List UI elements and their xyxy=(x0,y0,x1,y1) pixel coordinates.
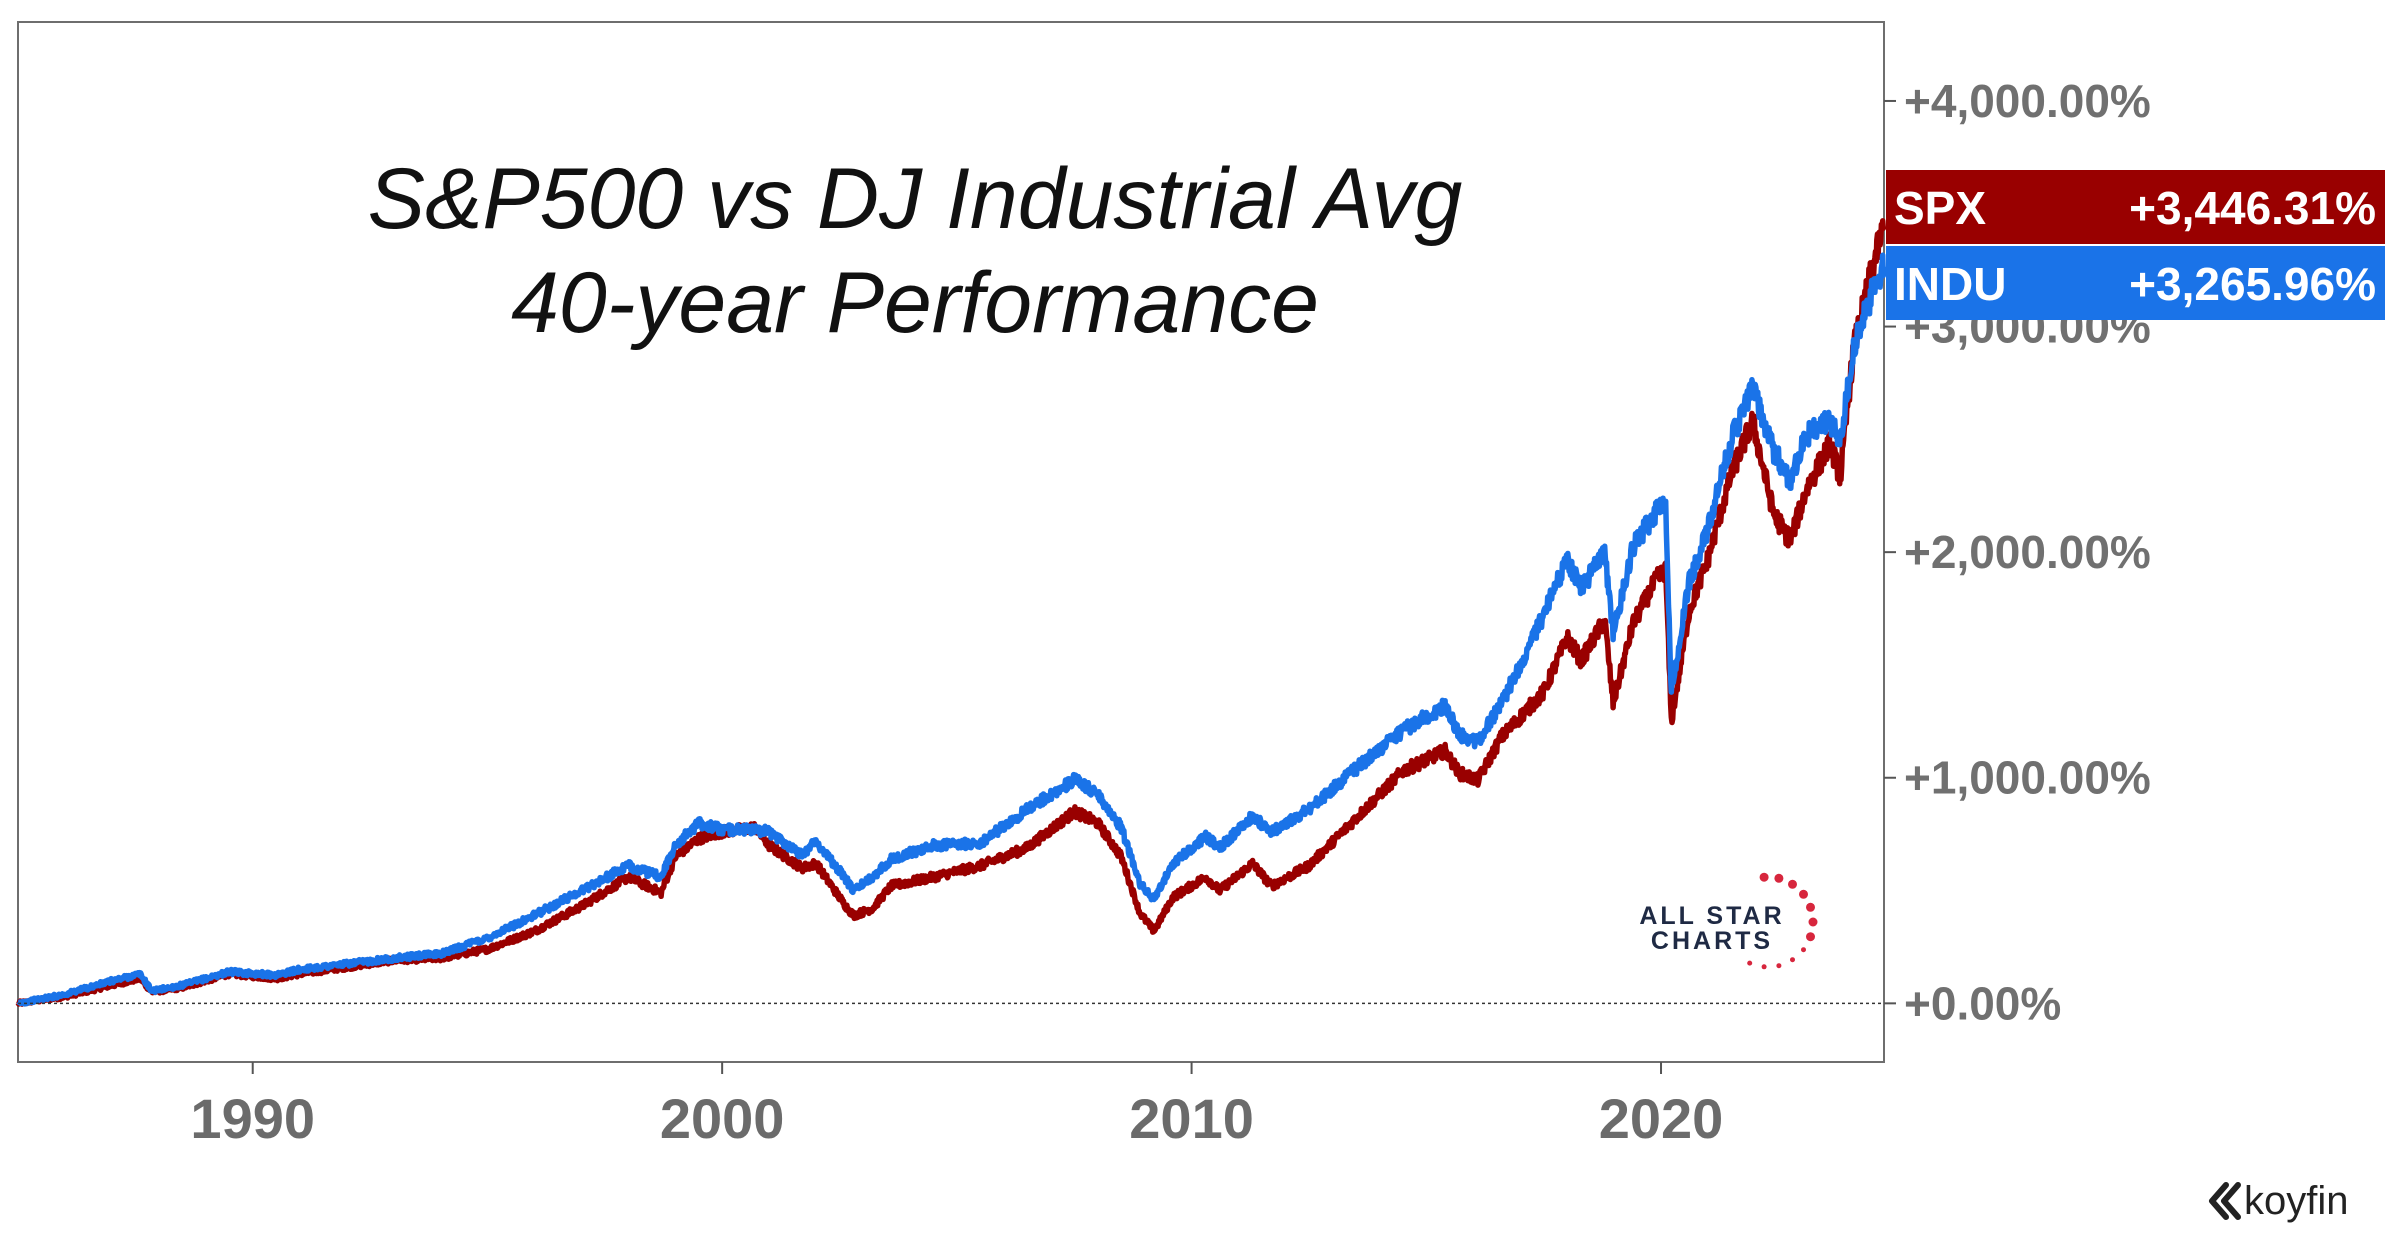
all-star-charts-logo: ALL STAR CHARTS xyxy=(1639,872,1818,970)
series-line-indu xyxy=(15,252,1887,1007)
x-tick-label: 2010 xyxy=(1129,1087,1254,1150)
title-line-1: S&P500 vs DJ Industrial Avg xyxy=(368,151,1463,247)
series-layer xyxy=(15,218,1887,1007)
tag-last-value: +3,446.31% xyxy=(2129,182,2376,234)
logo-star xyxy=(1761,964,1767,970)
logo-star xyxy=(1790,957,1795,963)
brand-name: koyfin xyxy=(2244,1179,2349,1223)
tag-series-name: INDU xyxy=(1894,258,2006,310)
koyfin-logo-icon xyxy=(2209,1182,2241,1220)
tag-background xyxy=(1886,246,2385,320)
tag-series-name: SPX xyxy=(1894,182,1986,234)
y-tick-label: +1,000.00% xyxy=(1904,752,2151,804)
chart-title: S&P500 vs DJ Industrial Avg 40-year Perf… xyxy=(368,151,1463,351)
last-value-tags: SPX +3,446.31% INDU +3,265.96% xyxy=(1886,170,2385,320)
koyfin-brand: koyfin xyxy=(2209,1179,2349,1223)
plot-frame xyxy=(17,21,1885,1063)
y-axis: +0.00%+1,000.00%+2,000.00%+3,000.00%+4,0… xyxy=(1884,75,2151,1029)
last-value-tag-spx: SPX +3,446.31% xyxy=(1886,170,2385,244)
title-line-2: 40-year Performance xyxy=(511,255,1319,351)
logo-star xyxy=(1747,960,1753,966)
logo-star xyxy=(1801,947,1806,953)
logo-star xyxy=(1788,879,1797,889)
logo-star xyxy=(1759,872,1769,882)
y-tick-label: +0.00% xyxy=(1904,977,2061,1029)
logo-star xyxy=(1799,889,1808,899)
logo-star xyxy=(1808,917,1818,927)
x-tick-label: 2020 xyxy=(1599,1087,1724,1150)
logo-line-1: ALL STAR xyxy=(1639,902,1784,930)
tag-background xyxy=(1886,170,2385,244)
logo-star xyxy=(1806,902,1815,912)
logo-star xyxy=(1774,873,1784,883)
logo-star-arc xyxy=(1747,872,1818,970)
logo-star xyxy=(1776,963,1782,969)
logo-star xyxy=(1806,932,1815,942)
logo-line-2: CHARTS xyxy=(1651,927,1773,955)
last-value-tag-indu: INDU +3,265.96% xyxy=(1886,246,2385,320)
y-tick-label: +4,000.00% xyxy=(1904,75,2151,127)
x-tick-label: 2000 xyxy=(660,1087,785,1150)
tag-last-value: +3,265.96% xyxy=(2129,258,2376,310)
x-axis: 1990 2000 2010 2020 xyxy=(190,1062,1723,1150)
y-tick-label: +2,000.00% xyxy=(1904,526,2151,578)
x-tick-label: 1990 xyxy=(190,1087,315,1150)
